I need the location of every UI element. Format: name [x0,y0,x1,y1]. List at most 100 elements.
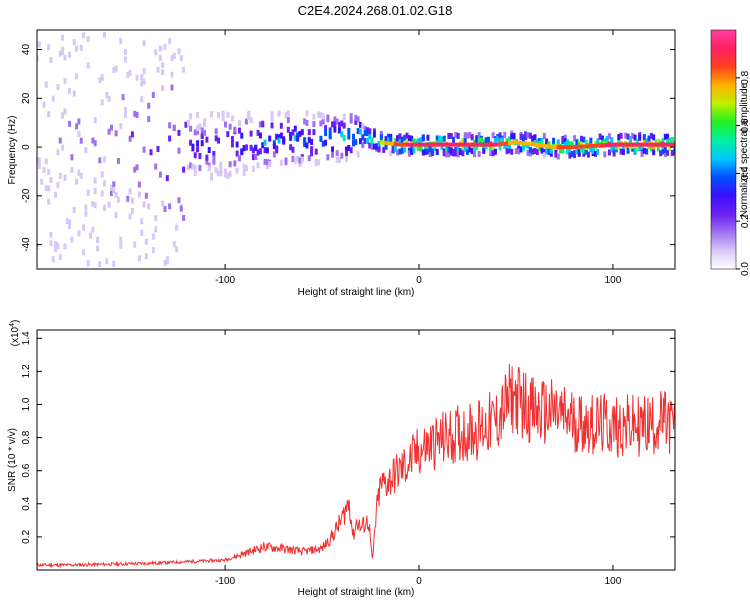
heatmap-cell [142,40,146,47]
heatmap-cell [626,133,630,140]
heatmap-cell [312,129,316,136]
heatmap-cell [459,149,463,156]
heatmap-cell [177,129,181,136]
heatmap-cell [291,146,295,153]
heatmap-ridge-cell [510,140,514,145]
heatmap-cell [203,129,207,136]
heatmap-cell [249,117,253,124]
heatmap-ridge-cell [445,142,449,147]
heatmap-ridge-cell [405,142,409,147]
heatmap-cell [63,243,67,250]
heatmap-cell [240,148,244,155]
heatmap-cell [177,48,181,55]
heatmap-ridge-cell [619,142,623,147]
heatmap-cell [189,113,193,120]
heatmap-ridge-cell [628,142,632,147]
heatmap-cell [566,139,570,146]
heatmap-cell [663,133,667,140]
heatmap-cell [270,122,274,129]
heatmap-cell [172,124,176,131]
heatmap-cell [296,135,300,142]
heatmap-cell [333,121,337,128]
heatmap-cell [666,139,670,146]
heatmap-cell [68,219,72,226]
heatmap-cell [186,164,190,171]
heatmap-ridge-cell [673,142,675,147]
heatmap-cell [621,149,625,156]
heatmap-cell [528,150,532,157]
heatmap-cell [56,84,60,91]
heatmap-ridge-cell [638,142,642,147]
heatmap-ridge-cell [517,140,521,145]
heatmap-ridge-cell [542,143,546,148]
heatmap-cell [342,122,346,129]
heatmap-cell [640,143,644,150]
heatmap-cell [563,138,567,145]
heatmap-cell [435,148,439,155]
heatmap-cell [600,140,604,147]
heatmap-cell [96,245,100,252]
heatmap-cell [526,132,530,139]
heatmap-cell [607,149,611,156]
heatmap-cell [461,144,465,151]
heatmap-ridge-cell [549,144,553,149]
heatmap-cell [68,51,72,58]
heatmap-cell [193,152,197,159]
heatmap-cell [119,123,123,130]
heatmap-cell [102,180,106,187]
heatmap-cell [158,45,162,52]
heatmap-ridge-cell [640,142,644,147]
heatmap-ridge-cell [556,145,560,150]
heatmap-cell [503,142,507,149]
heatmap-cell [179,55,183,62]
heatmap-cell [130,197,134,204]
heatmap-cell [226,172,230,179]
heatmap-cell [351,140,355,147]
heatmap-cell [68,87,72,94]
heatmap-cell [61,112,65,119]
heatmap-cell [265,147,269,154]
heatmap-cell [254,144,258,151]
heatmap-cell [538,137,542,144]
heatmap-cell [223,121,227,128]
heatmap-cell [468,132,472,139]
heatmap-cell [417,138,421,145]
heatmap-cell [524,131,528,138]
heatmap-ridge-cell [433,142,437,147]
heatmap-cell [519,133,523,140]
heatmap-cell [535,138,539,145]
heatmap-cell [140,229,144,236]
heatmap-cell [365,138,369,145]
heatmap-cell [307,136,311,143]
heatmap-cell [440,136,444,143]
heatmap-cell [121,94,125,101]
heatmap-cell [600,135,604,142]
heatmap-cell [498,132,502,139]
heatmap-cell [277,110,281,117]
heatmap-cell [333,116,337,123]
heatmap-cell [298,157,302,164]
heatmap-cell [163,43,167,50]
heatmap-ridge-cell [512,140,516,145]
heatmap-cell [263,147,267,154]
heatmap-cell [172,241,176,248]
heatmap-cell [559,147,563,154]
heatmap-cell [49,56,53,63]
heatmap-cell [186,119,190,126]
heatmap-cell [107,95,111,102]
heatmap-cell [214,135,218,142]
heatmap-cell [554,151,558,158]
heatmap-cell [382,146,386,153]
heatmap-ridge-cell [472,142,476,147]
heatmap-cell [326,154,330,161]
heatmap-cell [454,146,458,153]
heatmap-cell [328,127,332,134]
heatmap-cell [275,133,279,140]
heatmap-cell [400,136,404,143]
heatmap-cell [98,157,102,164]
heatmap-cell [617,138,621,145]
heatmap-cell [109,184,113,191]
heatmap-ridge-cell [486,142,490,147]
heatmap-cell [86,36,90,43]
